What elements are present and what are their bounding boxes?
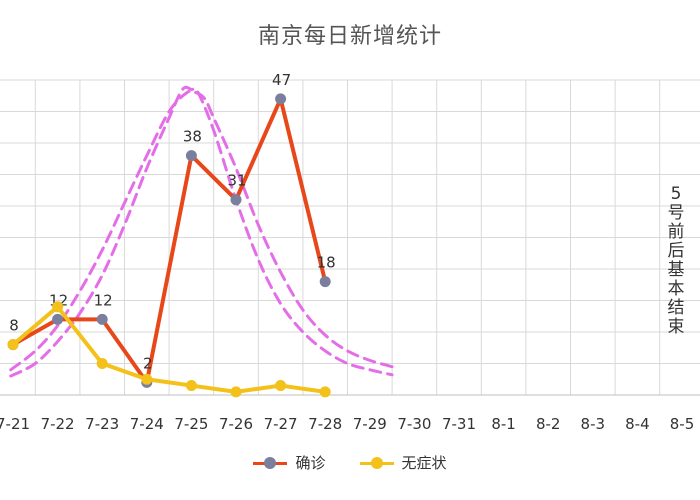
- x-tick-label: 7-30: [397, 415, 431, 433]
- x-tick-label: 7-28: [308, 415, 342, 433]
- x-tick-label: 8-4: [625, 415, 650, 433]
- legend-item-asymptomatic[interactable]: 无症状: [359, 452, 447, 473]
- confirmed-data-label: 47: [272, 71, 291, 89]
- legend-swatch-asymptomatic: [359, 456, 394, 469]
- confirmed-data-label: 8: [9, 317, 19, 335]
- confirmed-data-label: 38: [183, 128, 202, 146]
- legend-label-confirmed: 确诊: [295, 454, 326, 472]
- x-tick-label: 8-1: [491, 415, 516, 433]
- confirmed-marker: [52, 313, 64, 325]
- x-tick-label: 7-31: [442, 415, 476, 433]
- legend-item-confirmed[interactable]: 确诊: [253, 452, 326, 473]
- confirmed-data-label: 12: [94, 291, 113, 309]
- chart-title: 南京每日新增统计: [257, 24, 442, 49]
- x-tick-label: 7-27: [264, 415, 298, 433]
- trend-curve: [9, 85, 394, 378]
- confirmed-data-label: 18: [317, 254, 336, 272]
- x-tick-label: 8-2: [536, 415, 561, 433]
- x-tick-label: 7-29: [353, 415, 387, 433]
- confirmed-marker: [185, 150, 197, 162]
- legend: 确诊 无症状: [0, 452, 700, 473]
- confirmed-marker: [319, 276, 331, 288]
- asymptomatic-marker: [141, 373, 153, 385]
- confirmed-marker: [275, 93, 287, 105]
- asymptomatic-marker: [275, 380, 287, 392]
- asymptomatic-marker: [7, 339, 19, 351]
- trend-annotation: 5号前后基本结束: [667, 184, 685, 337]
- x-tick-label: 7-22: [41, 415, 75, 433]
- x-tick-label: 7-24: [130, 415, 164, 433]
- asymptomatic-marker: [96, 358, 108, 369]
- confirmed-data-label: 31: [227, 172, 246, 190]
- asymptomatic-marker: [185, 380, 197, 392]
- x-tick-label: 7-21: [0, 415, 30, 433]
- legend-label-asymptomatic: 无症状: [401, 454, 447, 472]
- x-tick-label: 7-23: [85, 415, 119, 433]
- x-tick-label: 8-5: [670, 415, 695, 433]
- asymptomatic-marker: [319, 386, 331, 398]
- asymptomatic-marker: [230, 386, 242, 398]
- legend-swatch-confirmed: [253, 456, 288, 469]
- confirmed-marker: [230, 194, 242, 206]
- x-tick-label: 8-3: [581, 415, 606, 433]
- x-tick-label: 7-26: [219, 415, 253, 433]
- trend-curve: [9, 89, 394, 372]
- x-tick-label: 7-25: [174, 415, 208, 433]
- asymptomatic-marker: [52, 301, 64, 313]
- confirmed-data-label: 2: [143, 354, 153, 372]
- asymptomatic-line: [11, 304, 328, 394]
- confirmed-marker: [96, 313, 108, 325]
